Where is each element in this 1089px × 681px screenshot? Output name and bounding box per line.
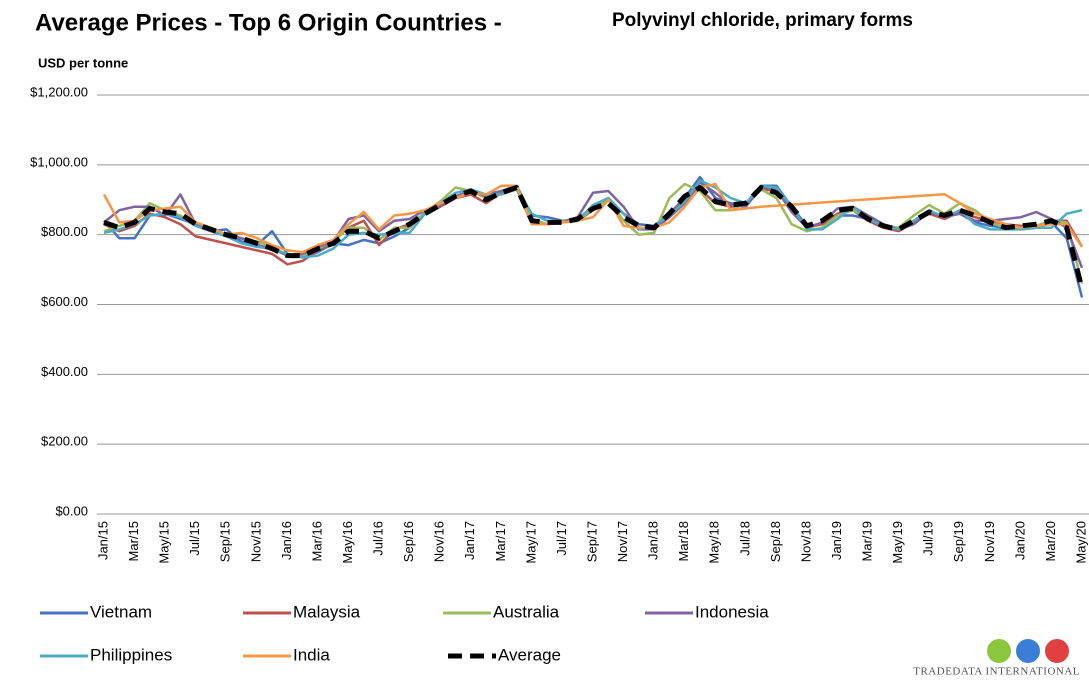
legend-label: Philippines [90,645,172,664]
x-tick-label: Nov/19 [982,521,997,562]
x-tick-label: Jul/19 [921,521,936,556]
x-tick-label: Jan/19 [829,521,844,560]
x-tick-label: Mar/15 [126,521,141,561]
legend-label: Australia [493,602,560,621]
series-line [103,182,1084,284]
y-axis-label: USD per tonne [38,55,128,70]
x-tick-label: May/15 [157,521,172,564]
x-tick-label: Mar/16 [309,521,324,561]
x-tick-label: Jul/17 [554,521,569,556]
x-tick-label: Nov/18 [798,521,813,562]
x-tick-label: Jan/16 [279,521,294,560]
logo: TRADEDATA INTERNATIONAL [913,639,1080,678]
series-line [103,185,1085,290]
logo-globe [1016,639,1040,663]
x-tick-label: Nov/15 [248,521,263,562]
x-tick-label: May/18 [707,521,722,564]
y-tick-label: $1,000.00 [30,154,88,169]
x-tick-label: May/19 [890,521,905,564]
x-tick-label: Sep/17 [584,521,599,562]
chart-subtitle: Polyvinyl chloride, primary forms [612,10,913,31]
x-tick-label: Sep/15 [218,521,233,562]
x-tick-label: Sep/18 [768,521,783,562]
x-tick-label: Mar/18 [676,521,691,561]
series-line [102,182,1084,254]
x-tick-label: Jul/18 [737,521,752,556]
x-tick-label: Jul/15 [187,521,202,556]
x-tick-label: Jan/17 [462,521,477,560]
legend-label: Indonesia [695,602,769,621]
logo-text: TRADEDATA INTERNATIONAL [913,666,1080,678]
logo-globe [987,639,1011,663]
legend-label: India [293,645,330,664]
x-tick-label: Jan/15 [95,521,110,560]
x-tick-label: Nov/17 [615,521,630,562]
x-tick-label: Jul/16 [371,521,386,556]
y-tick-label: $800.00 [41,224,88,239]
x-tick-label: Jan/20 [1012,521,1027,560]
legend-label: Malaysia [293,602,361,621]
x-tick-label: Jan/18 [646,521,661,560]
chart-title: Average Prices - Top 6 Origin Countries … [35,9,502,36]
series-line [103,186,1084,266]
x-tick-label: Nov/16 [432,521,447,562]
y-tick-label: $200.00 [41,434,88,449]
x-tick-label: Mar/20 [1043,521,1058,561]
y-tick-label: $0.00 [55,503,88,518]
logo-globe [1045,639,1069,663]
legend-label: Average [498,645,561,664]
x-tick-label: Mar/17 [493,521,508,561]
x-tick-label: May/16 [340,521,355,564]
x-tick-label: Mar/19 [860,521,875,561]
x-tick-label: May/20 [1073,521,1088,564]
legend-label: Vietnam [90,602,152,621]
x-tick-label: May/17 [523,521,538,564]
x-tick-label: Sep/19 [951,521,966,562]
x-tick-label: Sep/16 [401,521,416,562]
y-tick-label: $600.00 [41,294,88,309]
y-tick-label: $1,200.00 [30,84,88,99]
y-tick-label: $400.00 [41,364,88,379]
